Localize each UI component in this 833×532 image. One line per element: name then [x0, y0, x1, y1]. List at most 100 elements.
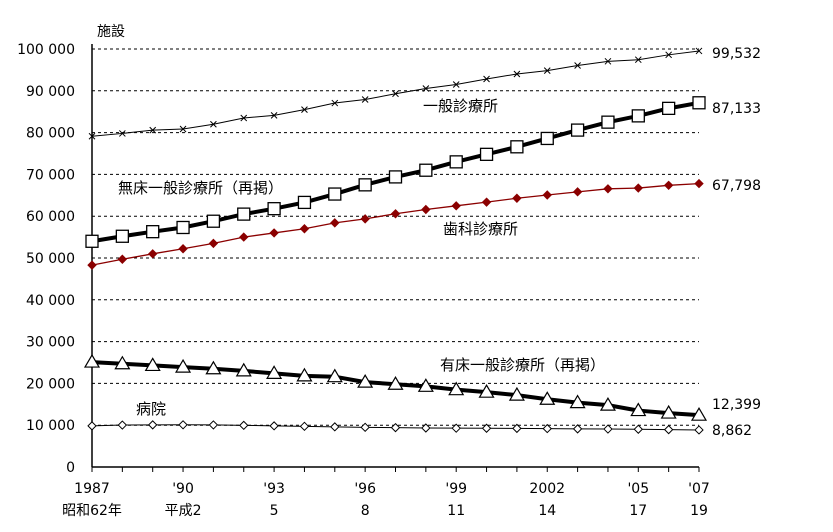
data-point: [331, 99, 339, 107]
data-point: [478, 383, 495, 398]
data-point: [634, 56, 642, 64]
y-tick-label: 70 000: [26, 167, 75, 183]
data-point: [452, 81, 460, 88]
data-point: [205, 360, 222, 375]
data-point: [483, 75, 490, 83]
data-point: [662, 101, 676, 116]
data-point: [508, 386, 525, 401]
data-point: [601, 115, 615, 129]
data-point: [269, 228, 279, 238]
data-point: [448, 381, 465, 396]
data-point: [387, 376, 404, 390]
data-point: [83, 353, 101, 368]
y-tick-label: 0: [66, 460, 75, 476]
data-point: [146, 225, 160, 239]
data-point: [239, 232, 249, 242]
data-point: [330, 218, 340, 228]
data-point: [85, 234, 99, 248]
data-point: [417, 378, 434, 392]
data-point: [633, 424, 644, 434]
data-point: [266, 365, 283, 379]
data-point: [208, 420, 219, 430]
data-point: [543, 67, 551, 75]
data-point: [419, 163, 433, 177]
data-point: [147, 249, 158, 259]
data-point: [512, 423, 522, 434]
data-point: [692, 96, 706, 110]
y-tick-label: 80 000: [26, 126, 75, 142]
data-point: [449, 155, 463, 169]
y-axis-title: 施設: [97, 24, 125, 40]
y-tick-label: 20 000: [26, 376, 75, 392]
data-point: [630, 402, 647, 417]
x-tick-sublabel: 19: [690, 503, 708, 519]
data-point: [267, 202, 281, 216]
x-tick-sublabel: 11: [447, 503, 465, 519]
series-3: [83, 353, 708, 421]
data-point: [479, 147, 494, 161]
y-tick-label: 90 000: [26, 84, 75, 100]
data-point: [269, 421, 279, 431]
data-point: [665, 51, 673, 59]
data-point: [360, 422, 370, 433]
data-point: [481, 197, 492, 207]
data-point: [239, 420, 249, 431]
data-point: [149, 126, 157, 134]
data-point: [603, 424, 613, 434]
data-point: [422, 85, 430, 92]
data-point: [660, 404, 677, 419]
data-point: [358, 178, 372, 192]
data-point: [270, 111, 278, 119]
series-0: [88, 47, 703, 140]
data-point: [178, 244, 188, 254]
data-point: [235, 362, 252, 377]
x-tick-sublabel: 17: [629, 503, 647, 519]
data-point: [179, 125, 187, 133]
data-point: [240, 114, 248, 122]
data-point: [175, 358, 192, 373]
data-point: [208, 238, 219, 249]
data-point: [360, 214, 370, 224]
data-point: [695, 47, 703, 55]
data-point: [176, 220, 190, 235]
data-point: [330, 422, 340, 432]
data-point: [421, 204, 431, 215]
data-point: [326, 368, 343, 383]
data-point: [357, 373, 374, 388]
data-point: [572, 424, 583, 434]
x-tick-sublabel: 平成2: [165, 503, 202, 519]
series-label-bed-clinics: 有床一般診療所（再掲）: [440, 356, 605, 374]
series-label-dental-clinics: 歯科診療所: [443, 220, 518, 238]
data-point: [328, 187, 342, 201]
data-point: [301, 106, 308, 113]
data-point: [87, 421, 97, 431]
y-tick-label: 40 000: [26, 293, 75, 309]
data-point: [237, 207, 251, 221]
series-label-hospitals: 病院: [136, 400, 166, 418]
series-2: [87, 178, 704, 270]
data-point: [388, 170, 403, 184]
data-point: [115, 229, 129, 243]
x-tick-label: '93: [263, 481, 285, 497]
y-tick-label: 100 000: [17, 42, 75, 58]
data-point: [421, 423, 431, 433]
data-point: [451, 423, 461, 433]
end-label-bed-clinics: 12,399: [712, 397, 761, 413]
data-point: [512, 193, 522, 203]
data-point: [540, 131, 554, 146]
data-point: [570, 123, 585, 137]
x-tick-sublabel: 5: [270, 503, 279, 519]
data-point: [361, 96, 369, 103]
x-tick-label: 1987: [74, 481, 110, 497]
data-point: [390, 209, 401, 219]
data-point: [574, 62, 581, 69]
data-point: [690, 406, 708, 421]
series-4: [87, 420, 704, 435]
data-point: [299, 224, 310, 234]
data-point: [296, 367, 313, 382]
x-tick-label: '96: [354, 481, 376, 497]
series-label-bedless-clinics: 無床一般診療所（再掲）: [118, 179, 283, 197]
data-point: [451, 201, 461, 211]
data-point: [178, 420, 188, 430]
